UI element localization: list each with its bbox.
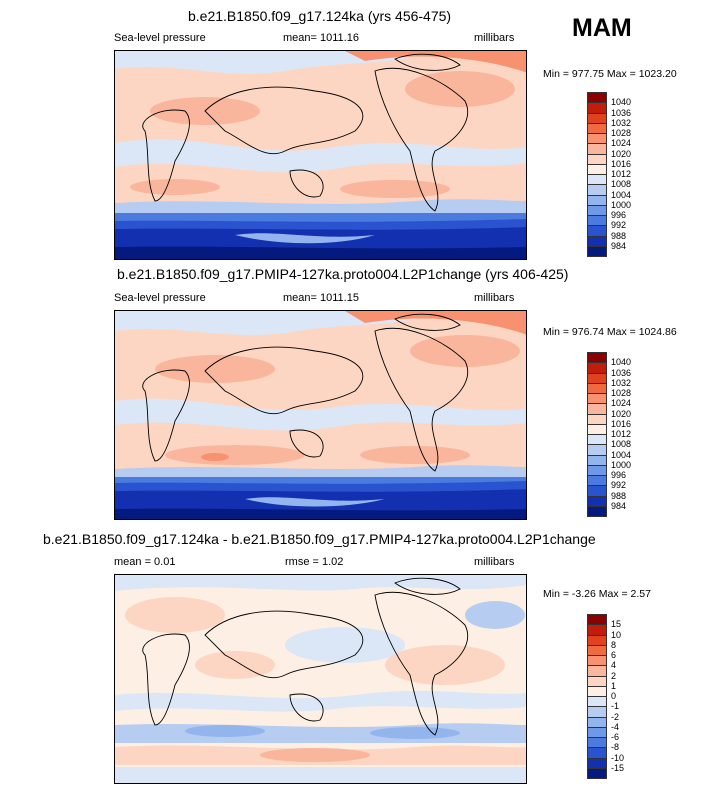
colorbar-label: -6 (611, 732, 620, 742)
panel-2-units-label: millibars (474, 292, 515, 304)
panel-1-variable-label: Sea-level pressure (114, 32, 206, 44)
colorbar-label: 6 (611, 650, 617, 660)
colorbar-label: 1008 (611, 179, 632, 190)
colorbar-swatch (587, 505, 607, 517)
colorbar-label: 1000 (611, 459, 632, 470)
colorbar-label: 4 (611, 660, 617, 671)
colorbar-label: 984 (611, 500, 627, 511)
panel-1-map-plot (115, 51, 526, 259)
colorbar-label: 1008 (611, 439, 632, 450)
colorbar-label: -1 (611, 701, 620, 712)
colorbar-label: 1012 (611, 429, 632, 439)
panel-2-map (114, 310, 527, 520)
panel-3-mean-label: mean = 0.01 (114, 556, 176, 568)
panel-2-colorbar: 1040 1036 1032 1028 1024 1020 1016 1012 1008 1004… (587, 352, 631, 517)
colorbar-label: 1040 (611, 97, 632, 108)
colorbar-label: 988 (611, 490, 627, 501)
colorbar-label: -2 (611, 711, 620, 722)
panel-3-rmse-label: rmse = 1.02 (285, 556, 344, 568)
colorbar-label: 996 (611, 210, 627, 220)
panel-1-map (114, 50, 527, 260)
colorbar-label: 1016 (611, 158, 632, 169)
colorbar-label: -15 (611, 762, 625, 773)
colorbar-label: 8 (611, 639, 617, 650)
panel-3-units-label: millibars (474, 556, 515, 568)
colorbar-label: 1004 (611, 449, 632, 460)
panel-3-colorbar: 15 10 8 6 4 2 1 0 -1 -2 -4 -6 -8 -10 -15 (587, 614, 624, 779)
colorbar-label: 988 (611, 230, 627, 241)
panel-1-title: b.e21.B1850.f09_g17.124ka (yrs 456-475) (188, 8, 452, 24)
colorbar-label: 15 (611, 619, 622, 630)
panel-2-variable-label: Sea-level pressure (114, 292, 206, 304)
colorbar-label: 1036 (611, 367, 632, 378)
panel-1-minmax: Min = 977.75 Max = 1023.20 (543, 68, 677, 80)
colorbar-label: 1024 (611, 398, 632, 409)
season-label: MAM (572, 14, 632, 42)
colorbar-label: 0 (611, 691, 617, 701)
panel-3-title: b.e21.B1850.f09_g17.124ka - b.e21.B1850.… (43, 531, 596, 547)
panel-3-minmax: Min = -3.26 Max = 2.57 (543, 588, 651, 600)
colorbar-label: 1032 (611, 117, 632, 128)
panel-2-title: b.e21.B1850.f09_g17.PMIP4-127ka.proto004… (117, 266, 569, 282)
colorbar-label: 1024 (611, 138, 632, 149)
colorbar-label: 1000 (611, 199, 632, 210)
panel-2-mean-label: mean= 1011.15 (283, 292, 359, 304)
colorbar-label: 10 (611, 629, 622, 640)
colorbar-label: 1020 (611, 408, 632, 419)
colorbar-label: 1012 (611, 169, 632, 179)
colorbar-label: 1036 (611, 107, 632, 118)
colorbar-label: -10 (611, 752, 625, 763)
colorbar-label: 1 (611, 680, 617, 691)
colorbar-swatch (587, 767, 607, 779)
colorbar-label: 996 (611, 470, 627, 480)
panel-3-map-plot (115, 575, 526, 783)
panel-1-colorbar: 1040 1036 1032 1028 1024 1020 1016 1012 1008 1004… (587, 92, 631, 257)
colorbar-label: -4 (611, 721, 620, 732)
panel-2-map-plot (115, 311, 526, 519)
colorbar-label: 1028 (611, 388, 632, 398)
colorbar-label: 1040 (611, 357, 632, 368)
panel-2-minmax: Min = 976.74 Max = 1024.86 (543, 326, 677, 338)
colorbar-swatch (587, 245, 607, 257)
panel-1-mean-label: mean= 1011.16 (283, 32, 359, 44)
panel-3-map (114, 574, 527, 784)
colorbar-label: 1028 (611, 128, 632, 138)
colorbar-label: 1020 (611, 148, 632, 159)
colorbar-label: 2 (611, 670, 617, 681)
colorbar-label: 1032 (611, 377, 632, 388)
colorbar-label: 1004 (611, 189, 632, 200)
colorbar-label: 1016 (611, 418, 632, 429)
colorbar-label: 992 (611, 220, 627, 231)
colorbar-label: 984 (611, 240, 627, 251)
colorbar-label: -8 (611, 742, 620, 753)
panel-1-units-label: millibars (474, 32, 515, 44)
colorbar-label: 992 (611, 480, 627, 491)
